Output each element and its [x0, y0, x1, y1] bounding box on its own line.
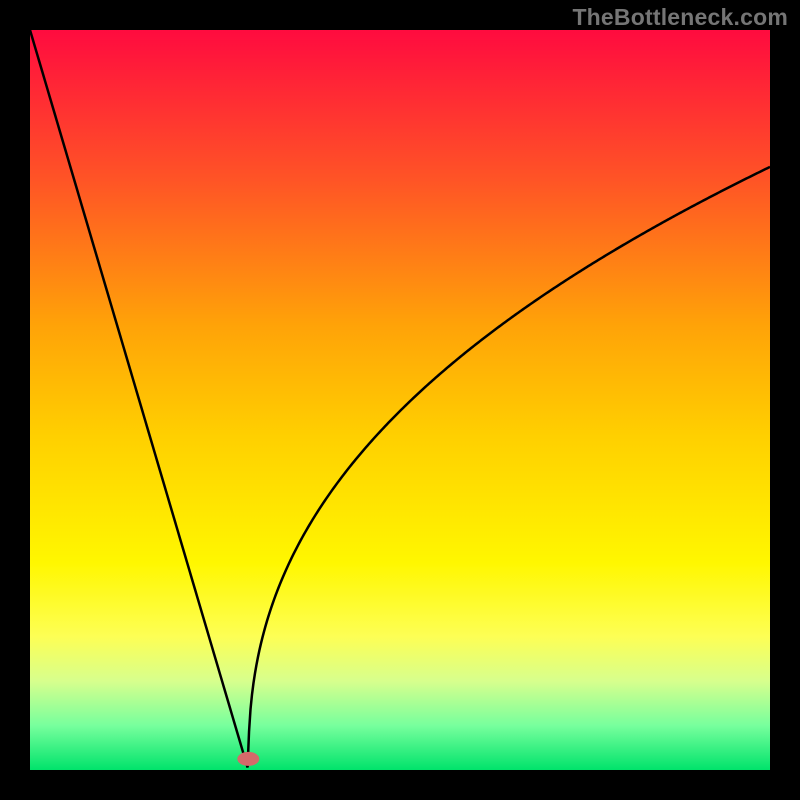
bottleneck-chart — [0, 0, 800, 800]
chart-container: { "watermark": "TheBottleneck.com", "cha… — [0, 0, 800, 800]
watermark-text: TheBottleneck.com — [572, 4, 788, 31]
plot-background — [30, 30, 770, 770]
minimum-marker — [237, 752, 259, 766]
